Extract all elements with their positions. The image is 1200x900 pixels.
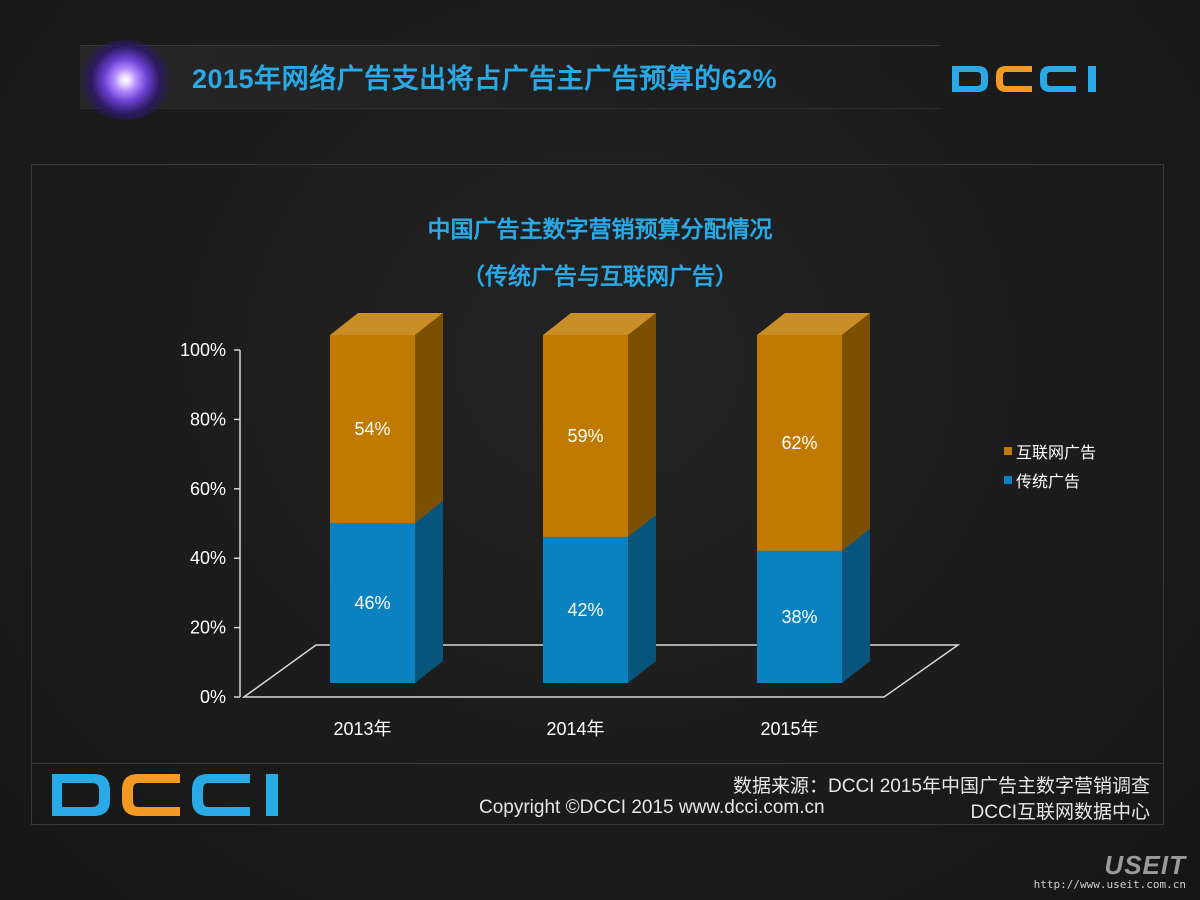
bar-side: [842, 313, 870, 551]
bar-top: [330, 313, 443, 335]
legend-label: 传统广告: [1016, 473, 1080, 491]
bar-top: [757, 313, 870, 335]
data-label: 46%: [354, 593, 390, 613]
y-tick-label: 0%: [200, 687, 226, 707]
legend-swatch: [1004, 476, 1012, 484]
department-text: DCCI互联网数据中心: [970, 802, 1150, 823]
bar-segment: [330, 522, 415, 683]
legend-label: 互联网广告: [1016, 444, 1096, 462]
bar-side: [415, 313, 443, 523]
dcci-logo-bottom: [52, 774, 278, 816]
chart-subtitle: （传统广告与互联网广告）: [462, 263, 738, 289]
data-label: 54%: [354, 419, 390, 439]
y-tick-label: 40%: [190, 548, 226, 568]
bar-segment: [757, 550, 842, 683]
bar-side: [628, 313, 656, 537]
y-tick-label: 80%: [190, 409, 226, 429]
data-source-text: 数据来源：DCCI 2015年中国广告主数字营销调查: [733, 776, 1150, 797]
x-tick-label: 2014年: [546, 719, 604, 739]
y-tick-label: 60%: [190, 479, 226, 499]
x-tick-label: 2013年: [333, 719, 391, 739]
bar-segment: [543, 536, 628, 683]
data-label: 62%: [781, 433, 817, 453]
useit-watermark-url: http://www.useit.com.cn: [1033, 878, 1186, 891]
bar-segment: [543, 335, 628, 537]
page-title: 2015年网络广告支出将占广告主广告预算的62%: [192, 64, 778, 94]
copyright-text: Copyright ©DCCI 2015 www.dcci.com.cn: [479, 797, 825, 818]
useit-watermark: USEIT: [1104, 850, 1186, 880]
bar-segment: [330, 335, 415, 523]
y-tick-label: 20%: [190, 618, 226, 638]
footer-divider: [31, 763, 1164, 764]
x-tick-label: 2015年: [760, 719, 818, 739]
dcci-logo-top: [952, 66, 1096, 92]
bar-top: [543, 313, 656, 335]
data-label: 38%: [781, 607, 817, 627]
data-label: 42%: [567, 600, 603, 620]
galaxy-orb-icon: [78, 40, 173, 120]
bar-side: [842, 528, 870, 683]
legend-swatch: [1004, 447, 1012, 455]
bar-segment: [757, 335, 842, 551]
header-band: [80, 45, 940, 109]
data-label: 59%: [567, 426, 603, 446]
bar-side: [628, 514, 656, 683]
chart-floor: [241, 644, 961, 698]
chart-title: 中国广告主数字营销预算分配情况: [427, 216, 773, 242]
chart-panel: [31, 164, 1164, 825]
y-tick-label: 100%: [180, 340, 226, 360]
bar-side: [415, 500, 443, 683]
